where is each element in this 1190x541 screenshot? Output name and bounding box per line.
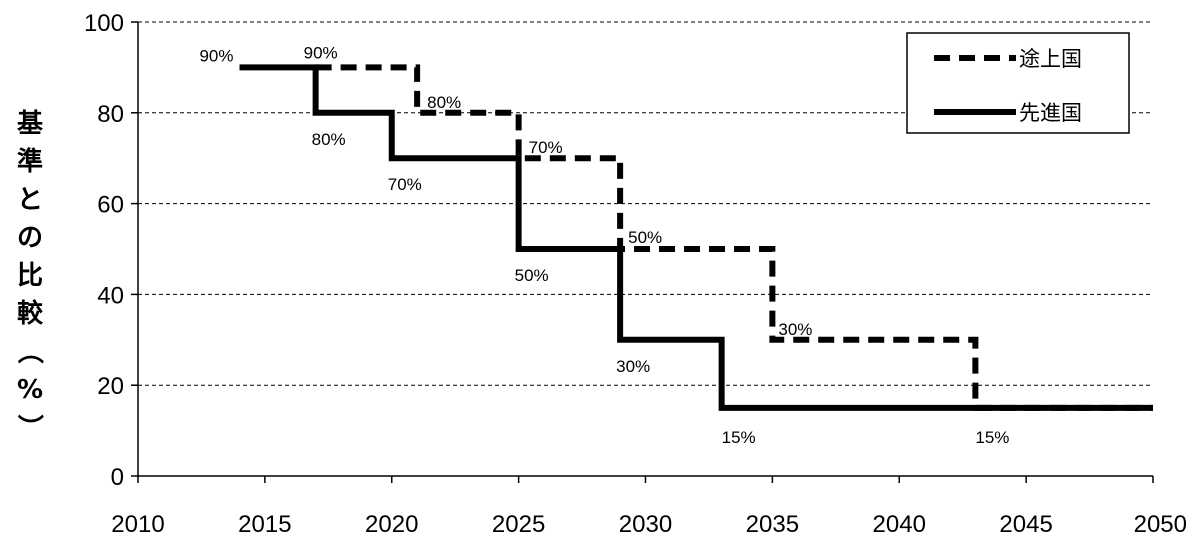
legend-box xyxy=(906,32,1130,134)
y-axis-title-char: 較 xyxy=(17,298,44,329)
data-label: 70% xyxy=(529,138,563,157)
y-axis-title-char: （ xyxy=(14,338,44,364)
series-developed-line xyxy=(239,64,1153,411)
y-tick-label: 80 xyxy=(97,101,124,128)
data-label: 70% xyxy=(388,175,422,194)
y-tick-label: 20 xyxy=(97,373,124,400)
x-tick-label: 2020 xyxy=(365,511,418,538)
data-label: 80% xyxy=(312,130,346,149)
data-label: 15% xyxy=(722,428,756,447)
data-label: 15% xyxy=(975,428,1009,447)
legend-label-developed: 先進国 xyxy=(1019,101,1082,125)
data-label: 90% xyxy=(199,46,233,65)
series-developing-line xyxy=(315,64,1153,411)
y-axis-title-char: % xyxy=(17,375,43,405)
x-tick-label: 2010 xyxy=(111,511,164,538)
data-label: 30% xyxy=(778,320,812,339)
data-label: 30% xyxy=(616,357,650,376)
x-tick-label: 2050 xyxy=(1134,511,1187,538)
y-axis-title-char: と xyxy=(17,185,43,215)
series xyxy=(239,64,1153,411)
x-tick-label: 2040 xyxy=(873,511,926,538)
x-tick-label: 2035 xyxy=(746,511,799,538)
legend-label-developing: 途上国 xyxy=(1019,47,1082,71)
y-axis-title-char: 比 xyxy=(17,261,43,291)
legend: 途上国 先進国 xyxy=(906,32,1130,134)
y-axis-title-char: ） xyxy=(14,414,44,440)
y-axis-title-char: 基 xyxy=(17,109,44,139)
x-tick-label: 2025 xyxy=(492,511,545,538)
y-axis-title-char: 準 xyxy=(17,146,43,177)
data-label: 80% xyxy=(427,93,461,112)
x-tick-label: 2015 xyxy=(238,511,291,538)
y-tick-label: 0 xyxy=(111,464,124,491)
y-axis-title-char: の xyxy=(17,223,43,253)
data-label: 90% xyxy=(304,43,338,62)
x-tick-label: 2030 xyxy=(619,511,672,538)
data-label: 50% xyxy=(515,266,549,285)
x-tick-label: 2045 xyxy=(999,511,1052,538)
y-tick-label: 100 xyxy=(84,10,124,37)
y-tick-label: 60 xyxy=(97,192,124,219)
data-label: 50% xyxy=(628,228,662,247)
data-labels: 90% 90% 80% 80% 70% 70% 50% 50% 30% 30% 15% 15% xyxy=(199,43,1009,447)
gridlines xyxy=(138,21,1153,386)
y-tick-label: 40 xyxy=(97,282,124,309)
